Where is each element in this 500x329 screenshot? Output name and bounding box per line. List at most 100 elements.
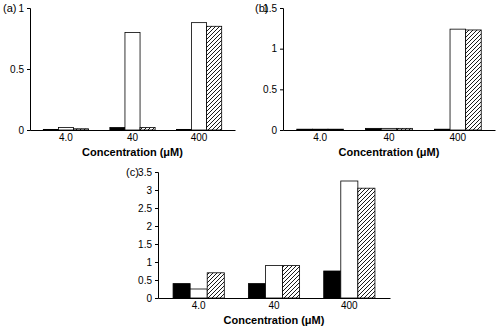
x-axis-title: Concentration (μM) bbox=[339, 146, 440, 158]
tick-mark bbox=[155, 226, 158, 227]
y-axis: 00.51 bbox=[10, 3, 30, 136]
tick-label: 400 bbox=[341, 300, 358, 311]
bar bbox=[207, 273, 224, 298]
tick-mark bbox=[280, 8, 283, 9]
tick-label: 0.5 bbox=[10, 64, 24, 75]
tick: 0.5 bbox=[263, 84, 283, 95]
x-axis-title: Concentration (μM) bbox=[82, 146, 183, 158]
bar bbox=[173, 284, 190, 298]
bar bbox=[312, 129, 328, 130]
bar bbox=[58, 128, 73, 130]
tick-label: 0 bbox=[146, 293, 152, 304]
tick: 4.0 bbox=[59, 130, 73, 143]
axis-line bbox=[27, 9, 31, 131]
tick-label: 3 bbox=[146, 185, 152, 196]
bar bbox=[328, 129, 344, 130]
tick-label: 400 bbox=[191, 132, 208, 143]
tick: 3.5 bbox=[138, 167, 158, 178]
axis-line bbox=[31, 130, 236, 131]
tick-label: 1 bbox=[18, 3, 24, 14]
tick: 40 bbox=[383, 130, 395, 143]
tick-label: 3.5 bbox=[138, 167, 152, 178]
bar bbox=[434, 129, 450, 130]
bar bbox=[265, 266, 282, 298]
axis-line bbox=[159, 298, 391, 299]
tick: 0.5 bbox=[138, 275, 158, 286]
tick: 1 bbox=[18, 3, 30, 14]
tick: 4.0 bbox=[192, 298, 206, 311]
panel: 00.514.040400Concentration (μM) bbox=[10, 3, 235, 158]
tick-mark bbox=[280, 49, 283, 50]
tick: 0 bbox=[271, 125, 283, 136]
tick-label: 40 bbox=[383, 132, 395, 143]
tick-label: 2 bbox=[146, 221, 152, 232]
tick-label: 0 bbox=[18, 125, 24, 136]
tick-label: 4.0 bbox=[313, 132, 327, 143]
bars bbox=[297, 29, 481, 130]
y-axis: 00.511.5 bbox=[263, 3, 283, 136]
bar bbox=[341, 181, 358, 298]
tick-label: 0.5 bbox=[138, 275, 152, 286]
x-axis: 4.0 40 400 bbox=[159, 298, 391, 311]
tick-label: 4.0 bbox=[59, 132, 73, 143]
bar bbox=[190, 289, 207, 298]
panel: 00.511.54.040400Concentration (μM) bbox=[263, 3, 495, 158]
tick-label: 0.5 bbox=[263, 84, 277, 95]
bar bbox=[366, 128, 382, 130]
tick-label: 1.5 bbox=[138, 239, 152, 250]
x-axis: 4.0 40 400 bbox=[31, 130, 236, 143]
tick-label: 1 bbox=[146, 257, 152, 268]
bar bbox=[450, 29, 466, 130]
bar bbox=[192, 23, 207, 130]
tick-mark bbox=[155, 298, 158, 299]
bar bbox=[140, 128, 155, 130]
bar bbox=[283, 266, 300, 298]
figure: 00.514.040400Concentration (μM)(a)00.511… bbox=[0, 0, 500, 329]
tick: 4.0 bbox=[313, 130, 327, 143]
bar bbox=[125, 32, 140, 130]
bar bbox=[43, 129, 58, 130]
tick-mark bbox=[280, 130, 283, 131]
tick: 2 bbox=[146, 221, 158, 232]
tick-mark bbox=[155, 244, 158, 245]
tick: 0.5 bbox=[10, 64, 30, 75]
tick-mark bbox=[155, 280, 158, 281]
bar bbox=[324, 271, 341, 298]
bar bbox=[73, 129, 88, 130]
tick-label: 4.0 bbox=[192, 300, 206, 311]
tick-label: 40 bbox=[127, 132, 139, 143]
tick: 40 bbox=[268, 298, 280, 311]
bars bbox=[173, 181, 375, 298]
tick-mark bbox=[27, 8, 30, 9]
bar bbox=[297, 129, 313, 130]
x-axis-title: Concentration (μM) bbox=[224, 314, 325, 326]
bar bbox=[176, 129, 191, 130]
bar bbox=[381, 128, 397, 130]
tick-mark bbox=[27, 69, 30, 70]
tick: 3 bbox=[146, 185, 158, 196]
tick: 2.5 bbox=[138, 203, 158, 214]
tick: 400 bbox=[341, 298, 358, 311]
tick: 400 bbox=[449, 130, 466, 143]
tick: 1.5 bbox=[138, 239, 158, 250]
panel: 0 0.5 1 1.5 2 2.5 3 3.5 4.0 40 400 Concentration (μ… bbox=[138, 167, 390, 326]
tick-mark bbox=[280, 89, 283, 90]
y-axis: 0 0.5 1 1.5 2 2.5 3 3.5 bbox=[138, 167, 158, 304]
bar bbox=[207, 26, 222, 130]
tick: 0 bbox=[146, 293, 158, 304]
tick-label: 400 bbox=[449, 132, 466, 143]
tick-mark bbox=[155, 208, 158, 209]
tick: 400 bbox=[191, 130, 208, 143]
panel-title: (b) bbox=[255, 2, 268, 14]
tick-mark bbox=[155, 172, 158, 173]
bar bbox=[110, 128, 125, 130]
x-axis: 4.0 40 400 bbox=[284, 130, 496, 143]
panel-title: (c) bbox=[126, 166, 139, 178]
tick: 1 bbox=[146, 257, 158, 268]
tick-label: 1 bbox=[271, 43, 277, 54]
bars bbox=[43, 23, 221, 130]
panel-title: (a) bbox=[3, 2, 16, 14]
bar bbox=[466, 30, 482, 130]
tick: 0 bbox=[18, 125, 30, 136]
tick: 40 bbox=[127, 130, 139, 143]
